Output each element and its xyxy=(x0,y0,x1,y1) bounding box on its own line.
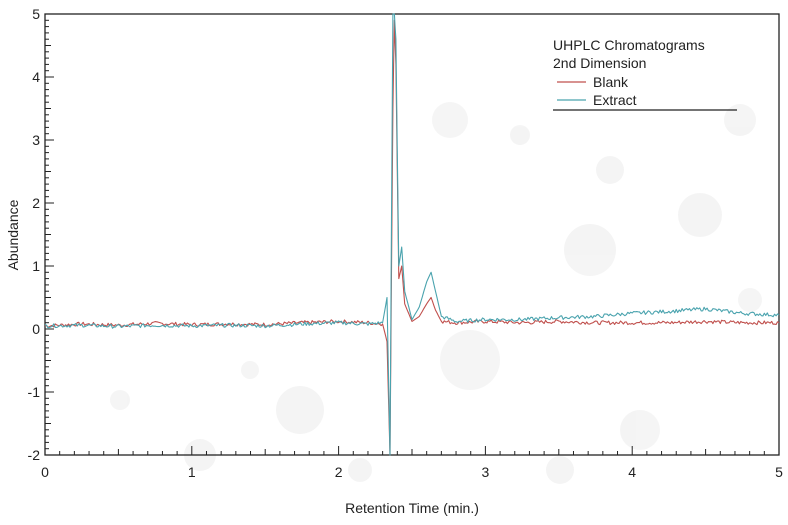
legend-title-line-1: UHPLC Chromatograms xyxy=(553,37,705,53)
y-tick-label: -2 xyxy=(28,447,41,463)
series-lines xyxy=(44,13,780,456)
y-tick-label: 0 xyxy=(32,321,40,337)
plot-border xyxy=(44,13,780,456)
plot-frame xyxy=(44,13,780,456)
x-axis-title: Retention Time (min.) xyxy=(345,500,479,516)
series-line-blank xyxy=(44,19,780,456)
y-tick-label: 1 xyxy=(32,258,40,274)
x-tick-label: 2 xyxy=(335,464,343,480)
legend: UHPLC Chromatograms 2nd Dimension Blank … xyxy=(553,37,737,111)
legend-label-blank: Blank xyxy=(593,74,629,90)
y-tick-label: 4 xyxy=(32,69,40,85)
y-tick-label: 3 xyxy=(32,132,40,148)
x-tick-label: 3 xyxy=(482,464,490,480)
x-tick-label: 5 xyxy=(775,464,783,480)
y-tick-label: 5 xyxy=(32,6,40,22)
x-tick-label: 0 xyxy=(41,464,49,480)
x-tick-label: 1 xyxy=(188,464,196,480)
y-tick-label: -1 xyxy=(28,384,41,400)
legend-title-line-2: 2nd Dimension xyxy=(553,55,646,71)
legend-label-extract: Extract xyxy=(593,92,637,108)
x-tick-label: 4 xyxy=(628,464,636,480)
axis-ticks: 0 1 2 3 4 5 -2 -1 0 1 2 3 4 5 xyxy=(28,6,784,480)
series-line-extract xyxy=(44,13,780,456)
y-axis-title: Abundance xyxy=(5,199,21,270)
y-tick-label: 2 xyxy=(32,195,40,211)
